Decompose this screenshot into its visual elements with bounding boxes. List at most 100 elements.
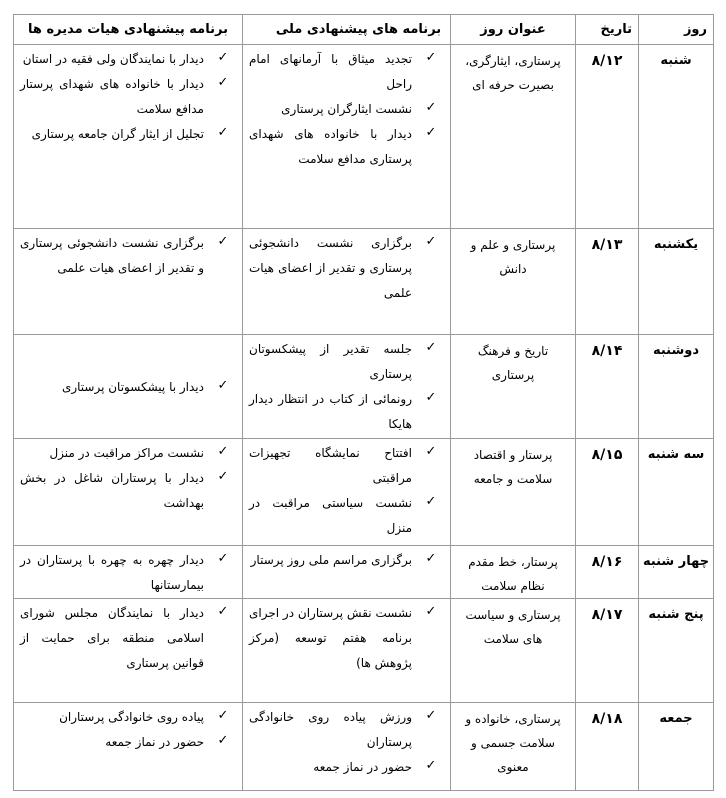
day-title-cell: پرستاری، ایثارگری، بصیرت حرفه ای: [450, 44, 576, 229]
header-board: برنامه پیشنهادی هیات مدیره ها: [13, 14, 243, 45]
check-icon: ✓: [425, 390, 437, 405]
national-program-item: ✓ نشست نقش پرستاران در اجرای برنامه هفتم …: [249, 601, 450, 676]
national-programs-cell: ✓ نشست نقش پرستاران در اجرای برنامه هفتم …: [242, 598, 451, 703]
national-programs-cell: ✓ افتتاح نمایشگاه تجهیزات مراقبتی ✓ نشست سی…: [242, 438, 451, 546]
board-program-item: ✓ نشست مراکز مراقبت در منزل: [20, 441, 242, 466]
check-icon: ✓: [425, 758, 437, 773]
check-icon: ✓: [217, 708, 229, 723]
board-program-item: ✓ دیدار با خانواده های شهدای پرستار مدافع…: [20, 72, 242, 122]
board-program-item: ✓ پیاده روی خانوادگی پرستاران: [20, 705, 242, 730]
national-programs-cell: ✓ جلسه تقدیر از پیشکسوتان پرستاری ✓ رونمائی…: [242, 334, 451, 439]
program-text: ورزش پیاده روی خانوادگی پرستاران: [249, 710, 412, 749]
program-text: دیدار با خانواده های شهدای پرستار مدافع …: [20, 77, 204, 116]
program-text: افتتاح نمایشگاه تجهیزات مراقبتی: [249, 446, 412, 485]
day-title-cell: پرستاری، خانواده و سلامت جسمی و معنوی: [450, 702, 576, 791]
program-text: حضور در نماز جمعه: [313, 760, 412, 774]
check-icon: ✓: [425, 50, 437, 65]
date-value: ۸/۱۵: [591, 447, 623, 463]
day-cell: سه شنبه: [638, 438, 714, 546]
day-cell: جمعه: [638, 702, 714, 791]
date-cell: ۸/۱۸: [575, 702, 639, 791]
date-cell: ۸/۱۴: [575, 334, 639, 439]
date-cell: ۸/۱۵: [575, 438, 639, 546]
table-row: شنبه ۸/۱۲ پرستاری، ایثارگری، بصیرت حرفه ای…: [13, 44, 714, 229]
program-text: تجلیل از ایثار گران جامعه پرستاری: [31, 127, 204, 141]
program-text: جلسه تقدیر از پیشکسوتان پرستاری: [249, 342, 412, 381]
check-icon: ✓: [425, 604, 437, 619]
header-title: عنوان روز: [450, 14, 576, 45]
national-programs-cell: ✓ برگزاری مراسم ملی روز پرستار: [242, 545, 451, 599]
program-text: برگزاری مراسم ملی روز پرستار: [250, 553, 412, 567]
table-row: چهار شنبه ۸/۱۶ پرستار، خط مقدم نظام سلامت ✓…: [13, 545, 714, 599]
program-text: دیدار چهره به چهره با پرستاران در بیمارس…: [20, 553, 204, 592]
board-programs-cell: ✓ دیدار چهره به چهره با پرستاران در بیمار…: [13, 545, 243, 599]
check-icon: ✓: [217, 378, 229, 393]
day-cell: پنج شنبه: [638, 598, 714, 703]
check-icon: ✓: [217, 125, 229, 140]
national-program-item: ✓ ورزش پیاده روی خانوادگی پرستاران: [249, 705, 450, 755]
table-row: یکشنبه ۸/۱۳ پرستاری و علم و دانش ✓ برگزاری ن…: [13, 228, 714, 335]
check-icon: ✓: [425, 125, 437, 140]
program-text: تجدید میثاق با آرمانهای امام راحل: [249, 52, 412, 91]
board-programs-cell: ✓ دیدار با پیشکسوتان پرستاری: [13, 334, 243, 439]
check-icon: ✓: [425, 100, 437, 115]
check-icon: ✓: [217, 50, 229, 65]
program-text: نشست مراکز مراقبت در منزل: [49, 446, 204, 460]
day-cell: شنبه: [638, 44, 714, 229]
board-program-item: ✓ دیدار با نمایندگان ولی فقیه در استان: [20, 47, 242, 72]
program-text: برگزاری نشست دانشجوئی پرستاری و تقدیر از…: [20, 236, 204, 275]
board-programs-cell: ✓ پیاده روی خانوادگی پرستاران ✓ حضور در نما…: [13, 702, 243, 791]
date-value: ۸/۱۴: [591, 343, 623, 359]
check-icon: ✓: [217, 234, 229, 249]
table-row: دوشنبه ۸/۱۴ تاریخ و فرهنگ پرستاری ✓ جلسه تقد…: [13, 334, 714, 439]
check-icon: ✓: [217, 469, 229, 484]
national-program-item: ✓ حضور در نماز جمعه: [249, 755, 450, 780]
board-program-item: ✓ تجلیل از ایثار گران جامعه پرستاری: [20, 122, 242, 147]
board-program-item: ✓ دیدار چهره به چهره با پرستاران در بیمار…: [20, 548, 242, 598]
date-value: ۸/۱۸: [591, 711, 623, 727]
board-programs-cell: ✓ دیدار با نمایندگان ولی فقیه در استان ✓ دی…: [13, 44, 243, 229]
day-cell: دوشنبه: [638, 334, 714, 439]
national-programs-cell: ✓ برگزاری نشست دانشجوئی پرستاری و تقدیر ا…: [242, 228, 451, 335]
program-text: نشست نقش پرستاران در اجرای برنامه هفتم ت…: [249, 606, 412, 670]
program-text: دیدار با پیشکسوتان پرستاری: [61, 380, 204, 394]
check-icon: ✓: [425, 494, 437, 509]
check-icon: ✓: [425, 708, 437, 723]
program-text: رونمائی از کتاب در انتظار دیدار هایکا: [249, 392, 412, 431]
date-cell: ۸/۱۲: [575, 44, 639, 229]
check-icon: ✓: [217, 551, 229, 566]
date-cell: ۸/۱۷: [575, 598, 639, 703]
program-text: حضور در نماز جمعه: [105, 735, 204, 749]
check-icon: ✓: [217, 444, 229, 459]
date-value: ۸/۱۷: [591, 607, 623, 623]
table-row: جمعه ۸/۱۸ پرستاری، خانواده و سلامت جسمی و …: [13, 702, 714, 791]
board-programs-cell: ✓ برگزاری نشست دانشجوئی پرستاری و تقدیر ا…: [13, 228, 243, 335]
check-icon: ✓: [217, 733, 229, 748]
table-body: شنبه ۸/۱۲ پرستاری، ایثارگری، بصیرت حرفه ای…: [13, 44, 714, 791]
board-program-item: ✓ دیدار با نمایندگان مجلس شورای اسلامی من…: [20, 601, 242, 676]
date-value: ۸/۱۳: [591, 237, 623, 253]
national-program-item: ✓ افتتاح نمایشگاه تجهیزات مراقبتی: [249, 441, 450, 491]
national-program-item: ✓ برگزاری نشست دانشجوئی پرستاری و تقدیر ا…: [249, 231, 450, 306]
date-value: ۸/۱۶: [591, 554, 623, 570]
national-program-item: ✓ تجدید میثاق با آرمانهای امام راحل: [249, 47, 450, 97]
date-cell: ۸/۱۶: [575, 545, 639, 599]
check-icon: ✓: [425, 444, 437, 459]
day-cell: یکشنبه: [638, 228, 714, 335]
table-row: سه شنبه ۸/۱۵ پرستار و اقتصاد سلامت و جامعه…: [13, 438, 714, 546]
program-text: دیدار با پرستاران شاغل در بخش بهداشت: [20, 471, 204, 510]
board-program-item: ✓ دیدار با پیشکسوتان پرستاری: [20, 375, 242, 400]
program-text: دیدار با نمایندگان ولی فقیه در استان: [22, 52, 204, 66]
program-table: روز تاریخ عنوان روز برنامه های پیشنهادی …: [13, 14, 714, 791]
date-value: ۸/۱۲: [591, 53, 623, 69]
check-icon: ✓: [425, 234, 437, 249]
date-cell: ۸/۱۳: [575, 228, 639, 335]
board-programs-cell: ✓ دیدار با نمایندگان مجلس شورای اسلامی من…: [13, 598, 243, 703]
program-text: برگزاری نشست دانشجوئی پرستاری و تقدیر از…: [249, 236, 412, 300]
day-title-cell: پرستاری و سیاست های سلامت: [450, 598, 576, 703]
national-program-item: ✓ برگزاری مراسم ملی روز پرستار: [249, 548, 450, 573]
day-title-cell: پرستار، خط مقدم نظام سلامت: [450, 545, 576, 599]
day-title-cell: پرستاری و علم و دانش: [450, 228, 576, 335]
national-program-item: ✓ نشست ایثارگران پرستاری: [249, 97, 450, 122]
national-program-item: ✓ نشست سیاستی مراقبت در منزل: [249, 491, 450, 541]
